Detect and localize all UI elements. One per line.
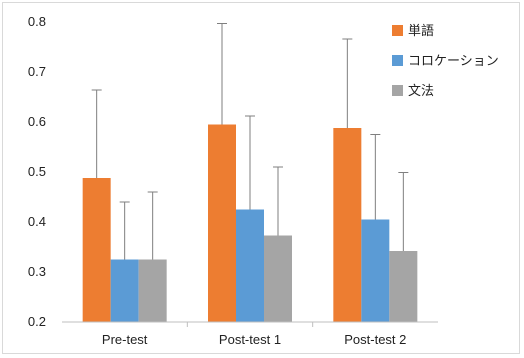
y-axis: 0.2 0.3 0.4 0.5 0.6 0.7 0.8: [28, 14, 46, 329]
y-tick-label: 0.3: [28, 264, 46, 279]
bar: [236, 209, 264, 322]
y-tick-label: 0.4: [28, 214, 46, 229]
bar: [138, 259, 167, 322]
y-tick-label: 0.2: [28, 314, 46, 329]
y-tick-label: 0.8: [28, 14, 46, 29]
legend-swatch: [392, 85, 403, 96]
legend-swatch: [392, 55, 403, 66]
bar: [361, 219, 390, 322]
y-tick-label: 0.6: [28, 114, 46, 129]
legend-swatch: [392, 25, 403, 36]
bar: [82, 178, 111, 322]
bar: [110, 259, 139, 322]
x-tick-label: Post-test 2: [344, 332, 406, 347]
bar: [264, 235, 292, 322]
x-tick-label: Pre-test: [102, 332, 148, 347]
x-tick-label: Post-test 1: [219, 332, 281, 347]
y-tick-label: 0.5: [28, 164, 46, 179]
bar: [389, 251, 418, 322]
legend-label: 単語: [408, 23, 434, 39]
x-axis: Pre-test Post-test 1 Post-test 2: [62, 321, 438, 347]
bar: [333, 128, 362, 322]
error-bars-group: [91, 23, 409, 260]
bars-group: [82, 124, 418, 322]
y-tick-label: 0.7: [28, 64, 46, 79]
legend-label: コロケーション: [408, 54, 499, 69]
bar: [208, 124, 236, 322]
legend-label: 文法: [408, 84, 434, 99]
